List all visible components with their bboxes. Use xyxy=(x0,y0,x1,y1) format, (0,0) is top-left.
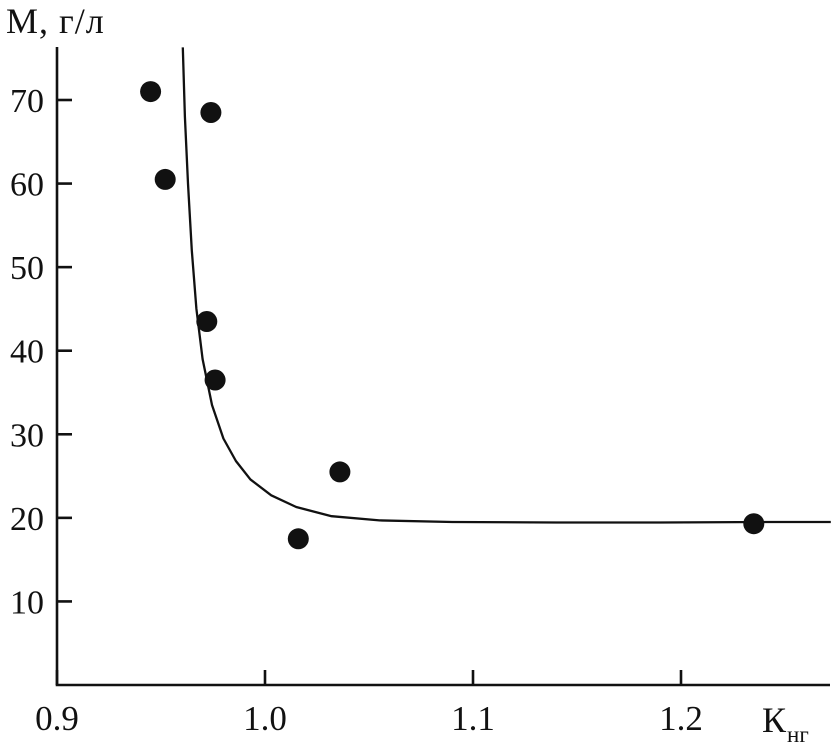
data-point xyxy=(743,513,765,535)
x-tick-label: 0.9 xyxy=(35,699,79,738)
x-tick-label: 1.2 xyxy=(659,699,703,738)
data-point xyxy=(154,168,176,190)
y-tick-label: 30 xyxy=(10,417,44,454)
y-axis-title: М, г/л xyxy=(6,1,105,41)
y-tick-label: 20 xyxy=(10,501,44,538)
x-axis-title-sub: нг xyxy=(787,722,809,748)
y-tick-label: 60 xyxy=(10,167,44,204)
x-axis-title: Кнг xyxy=(762,699,809,748)
y-tick-label: 10 xyxy=(10,584,44,621)
data-point xyxy=(140,81,162,103)
data-point xyxy=(200,102,222,123)
fit-curve xyxy=(181,47,831,524)
x-tick-label: 1.0 xyxy=(243,699,287,738)
x-tick-label: 1.1 xyxy=(451,699,495,738)
y-tick-label: 50 xyxy=(10,250,44,287)
y-tick-label: 70 xyxy=(10,83,44,120)
data-point xyxy=(287,528,309,550)
data-point xyxy=(196,311,218,332)
x-axis-title-main: К xyxy=(762,700,787,740)
y-tick-label: 40 xyxy=(10,334,44,371)
data-point xyxy=(329,461,351,483)
data-point xyxy=(204,369,226,391)
